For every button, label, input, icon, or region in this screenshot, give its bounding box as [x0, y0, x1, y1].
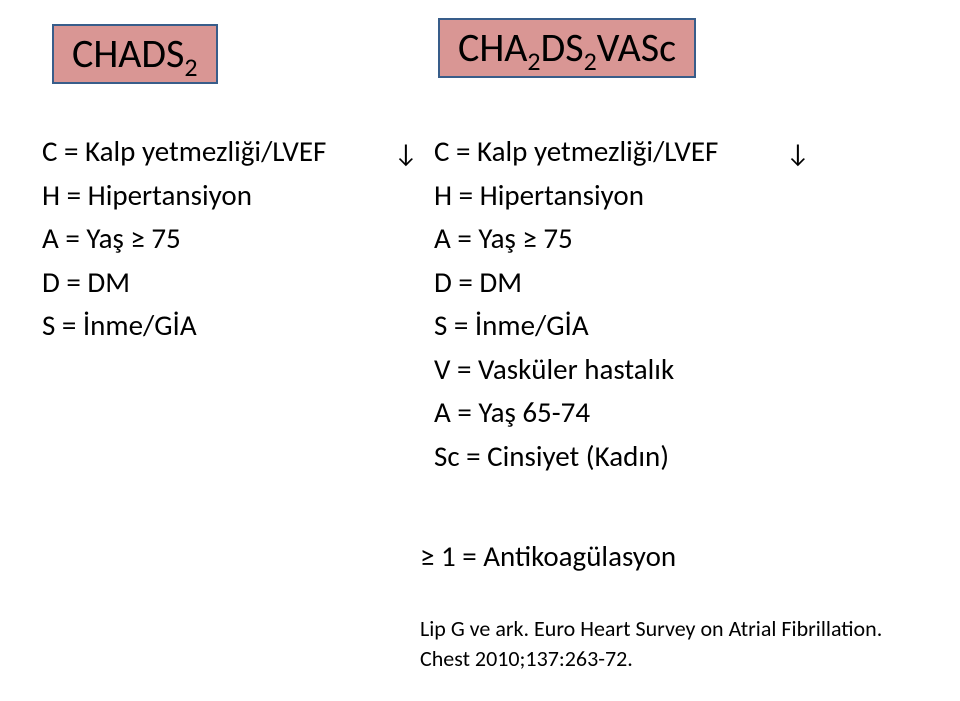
- title-cha2ds2vasc: CHA2DS2VASc: [438, 18, 696, 78]
- cha2ds2vasc-v: V = Vasküler hastalık: [434, 348, 774, 392]
- title-chads2: CHADS2: [52, 24, 218, 84]
- left-arrow-column: ↓: [394, 130, 422, 478]
- chads2-definition-list: C = Kalp yetmezliği/LVEF H = Hipertansiy…: [42, 130, 382, 478]
- result-anticoagulation: ≥ 1 = Antikoagülasyon: [420, 538, 676, 574]
- chads2-c: C = Kalp yetmezliği/LVEF: [42, 130, 382, 174]
- title-left-sub: 2: [184, 51, 197, 83]
- cha2ds2vasc-sc: Sc = Cinsiyet (Kadın): [434, 435, 774, 479]
- cha2ds2vasc-a: A = Yaş ≥ 75: [434, 217, 774, 261]
- cha2ds2vasc-definition-list: C = Kalp yetmezliği/LVEF H = Hipertansiy…: [434, 130, 774, 478]
- chads2-s: S = İnme/GİA: [42, 304, 382, 348]
- cha2ds2vasc-a2: A = Yaş 65-74: [434, 391, 774, 435]
- down-arrow-icon: ↓: [786, 134, 814, 173]
- chads2-d: D = DM: [42, 261, 382, 305]
- cha2ds2vasc-h: H = Hipertansiyon: [434, 174, 774, 218]
- title-right-mid: DS: [541, 23, 584, 72]
- title-right-pre: CHA: [458, 23, 527, 72]
- down-arrow-icon: ↓: [394, 134, 422, 173]
- citation-text: Lip G ve ark. Euro Heart Survey on Atria…: [420, 614, 920, 673]
- cha2ds2vasc-d: D = DM: [434, 261, 774, 305]
- cha2ds2vasc-s: S = İnme/GİA: [434, 304, 774, 348]
- title-right-sub1: 2: [527, 45, 540, 77]
- content-columns: C = Kalp yetmezliği/LVEF H = Hipertansiy…: [42, 130, 814, 478]
- right-arrow-column: ↓: [786, 130, 814, 478]
- chads2-h: H = Hipertansiyon: [42, 174, 382, 218]
- cha2ds2vasc-c: C = Kalp yetmezliği/LVEF: [434, 130, 774, 174]
- title-right-sub2: 2: [584, 45, 597, 77]
- chads2-a: A = Yaş ≥ 75: [42, 217, 382, 261]
- title-left-pre: CHADS: [72, 29, 184, 78]
- title-right-post: VASc: [597, 23, 676, 72]
